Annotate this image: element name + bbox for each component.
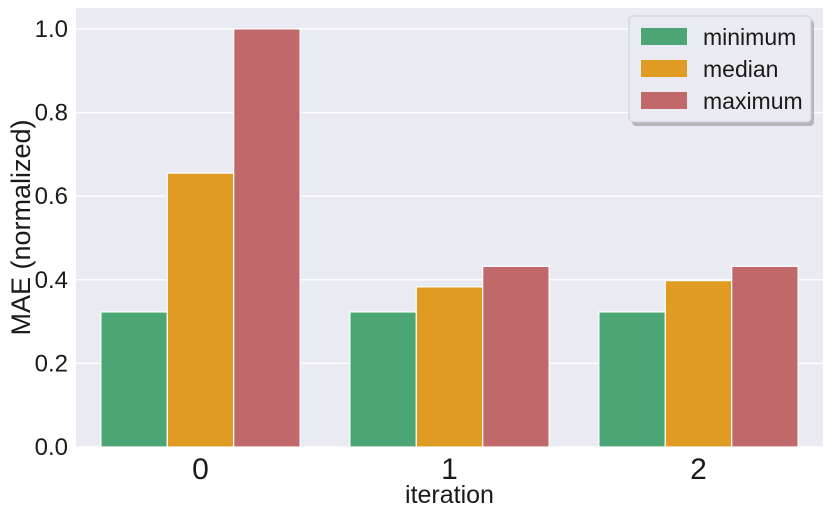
legend-swatch-minimum <box>641 28 687 45</box>
legend-label-minimum: minimum <box>703 24 796 50</box>
legend-swatch-median <box>641 60 687 77</box>
bar-maximum <box>233 28 301 448</box>
y-tick-label: 0.0 <box>35 434 68 461</box>
y-tick-labels: 0.0 0.2 0.4 0.6 0.8 1.0 <box>35 16 68 461</box>
y-tick-label: 0.4 <box>35 267 68 294</box>
x-tick-label: 2 <box>690 453 707 486</box>
legend-label-median: median <box>703 56 778 82</box>
bar-median <box>166 172 235 448</box>
legend: minimum median maximum <box>628 15 814 126</box>
y-tick-label: 0.8 <box>35 100 68 127</box>
bar-median <box>415 286 484 448</box>
bars <box>100 28 799 448</box>
x-axis-label: iteration <box>405 481 494 509</box>
x-tick-label: 0 <box>192 453 209 486</box>
legend-label-maximum: maximum <box>703 88 803 114</box>
bar-maximum <box>482 265 550 448</box>
y-tick-label: 0.2 <box>35 350 68 377</box>
bar-minimum <box>598 311 666 448</box>
y-tick-label: 1.0 <box>35 16 68 43</box>
bar-minimum <box>100 311 168 448</box>
legend-swatch-maximum <box>641 92 687 109</box>
bar-median <box>664 279 733 448</box>
x-tick-labels: 0 1 2 <box>192 453 707 486</box>
x-tick-label: 1 <box>441 453 458 486</box>
y-tick-label: 0.6 <box>35 183 68 210</box>
bar-minimum <box>349 311 417 448</box>
bar-maximum <box>731 265 799 448</box>
y-axis-label: MAE (normalized) <box>6 119 36 335</box>
